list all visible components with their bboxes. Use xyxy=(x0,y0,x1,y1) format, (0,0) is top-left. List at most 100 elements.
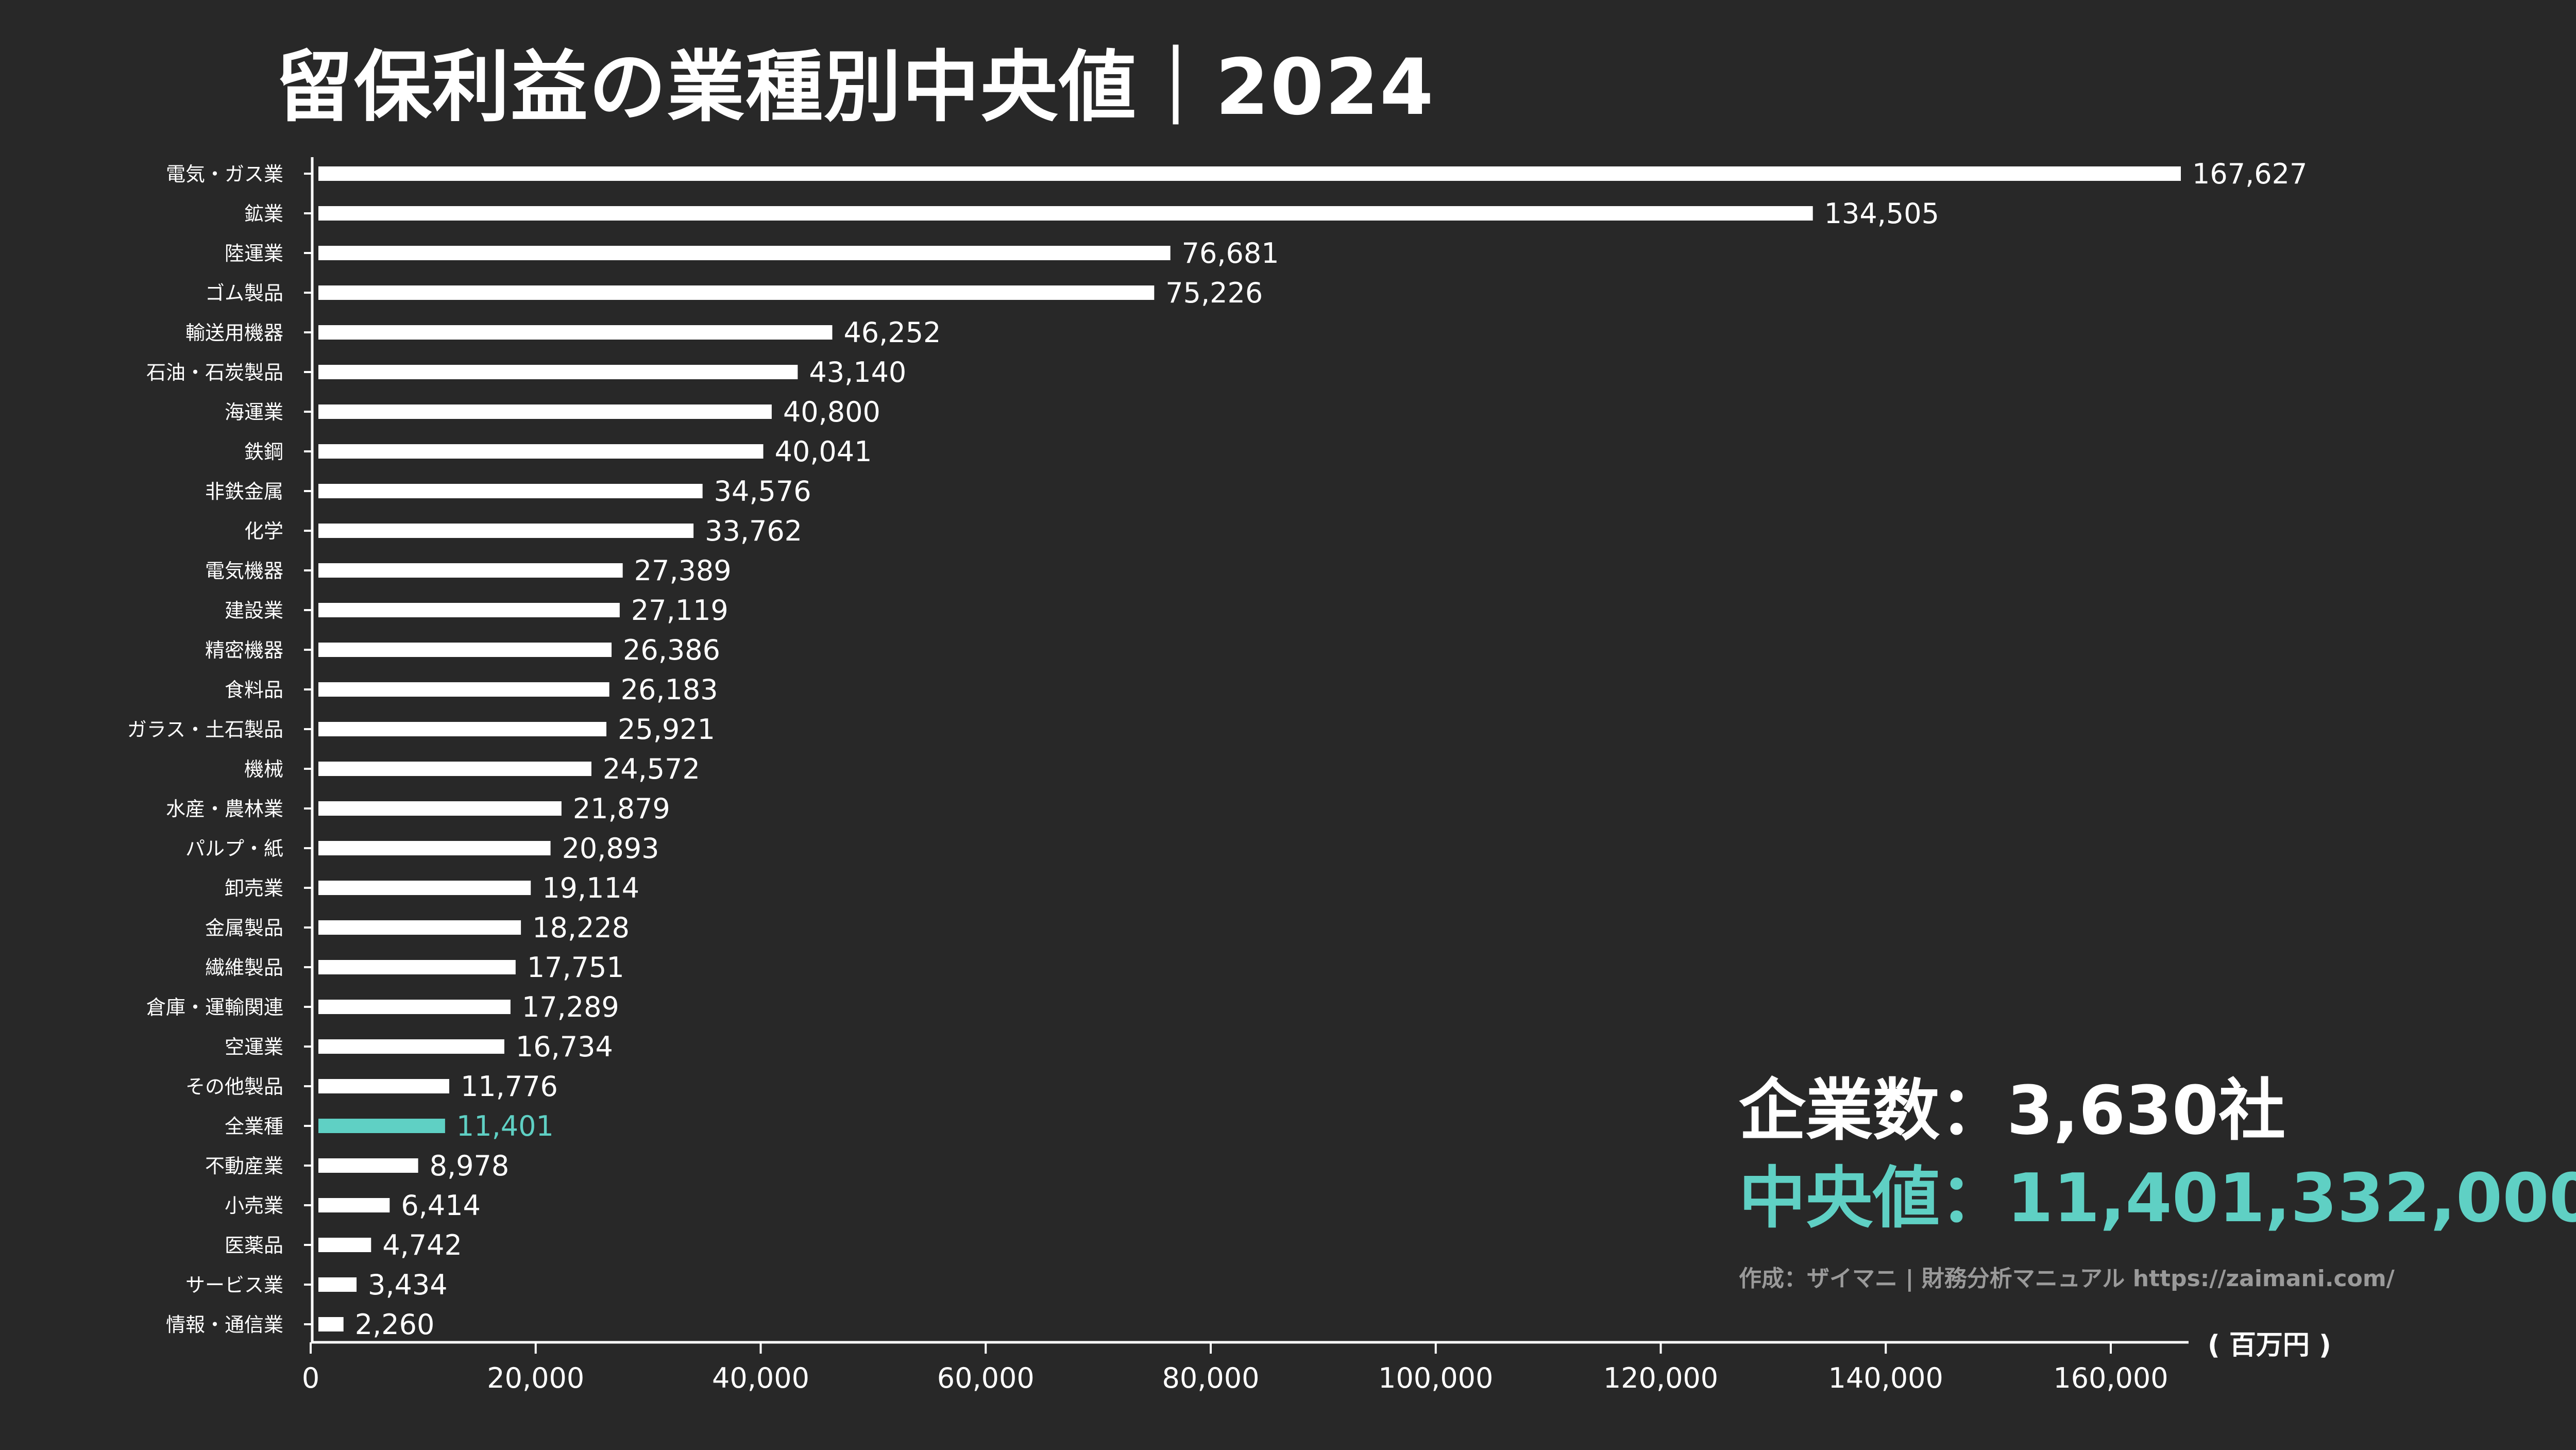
category-label: 不動産業 xyxy=(205,1155,283,1177)
bar xyxy=(318,1198,390,1212)
category-label: ゴム製品 xyxy=(205,282,283,305)
value-label: 25,921 xyxy=(618,713,715,746)
value-label: 4,742 xyxy=(382,1229,462,1261)
bar xyxy=(318,404,772,419)
value-label: 34,576 xyxy=(714,475,811,508)
category-label: その他製品 xyxy=(185,1075,283,1098)
value-label: 18,228 xyxy=(532,912,630,944)
company-count-text: 企業数：3,630社 xyxy=(1739,1071,2286,1150)
value-label: 19,114 xyxy=(542,872,639,904)
x-tick-label: 160,000 xyxy=(2053,1362,2168,1394)
value-label: 3,434 xyxy=(368,1269,448,1301)
bar xyxy=(318,762,591,776)
x-tick-label: 0 xyxy=(302,1362,319,1394)
category-label: 陸運業 xyxy=(225,242,283,265)
value-label: 17,289 xyxy=(522,991,619,1023)
value-label: 17,751 xyxy=(527,951,624,984)
bar xyxy=(318,722,607,736)
bar xyxy=(318,285,1155,300)
category-label: 卸売業 xyxy=(225,877,283,900)
category-label: 小売業 xyxy=(225,1194,283,1217)
value-label: 40,800 xyxy=(783,396,880,428)
chart-title: 留保利益の業種別中央値｜2024 xyxy=(276,43,1435,132)
value-label: 20,893 xyxy=(562,832,659,865)
x-tick-label: 100,000 xyxy=(1378,1362,1493,1394)
value-label: 46,252 xyxy=(843,316,941,349)
category-label: 非鉄金属 xyxy=(205,480,283,503)
bar xyxy=(318,246,1171,260)
bar xyxy=(318,1277,357,1292)
bar xyxy=(318,801,562,816)
category-label: 鉱業 xyxy=(244,203,283,225)
bar xyxy=(318,444,764,459)
value-label: 26,183 xyxy=(621,673,718,706)
category-label: 水産・農林業 xyxy=(166,798,283,820)
category-label: 全業種 xyxy=(225,1115,283,1138)
bar xyxy=(318,1039,504,1054)
value-label: 167,627 xyxy=(2192,158,2307,190)
x-tick-label: 60,000 xyxy=(937,1362,1035,1394)
info-panel: 企業数：3,630社 中央値：11,401,332,000円 作成：ザイマニ |… xyxy=(1739,1077,2576,1293)
median-text: 中央値：11,401,332,000円 xyxy=(1739,1159,2576,1237)
bar xyxy=(318,1317,344,1331)
category-label: 電気機器 xyxy=(205,560,283,582)
bar xyxy=(318,365,798,379)
x-tick-label: 20,000 xyxy=(487,1362,584,1394)
bar xyxy=(318,682,609,697)
category-label: 建設業 xyxy=(225,599,283,622)
value-label: 33,762 xyxy=(705,515,802,547)
bars-layer: 電気・ガス業 167,627 鉱業 134,505 陸運業 76,681 ゴム製品 75,22… xyxy=(127,158,2308,1341)
bar xyxy=(318,960,516,974)
category-label: 海運業 xyxy=(225,401,283,424)
category-label: ガラス・土石製品 xyxy=(127,718,283,741)
value-label: 2,260 xyxy=(355,1308,435,1341)
category-label: 機械 xyxy=(244,758,283,781)
bar xyxy=(318,325,833,340)
x-tick-label: 80,000 xyxy=(1162,1362,1260,1394)
x-tick-label: 40,000 xyxy=(712,1362,809,1394)
value-label: 27,119 xyxy=(631,594,728,627)
value-label: 8,978 xyxy=(430,1150,510,1182)
bar xyxy=(318,841,551,855)
value-label: 21,879 xyxy=(573,793,670,825)
x-tick-label: 120,000 xyxy=(1603,1362,1718,1394)
category-label: サービス業 xyxy=(185,1274,283,1296)
bar xyxy=(318,1158,418,1173)
value-label: 27,389 xyxy=(634,554,732,587)
bar xyxy=(318,1079,449,1093)
value-label: 75,226 xyxy=(1165,277,1263,309)
category-label: 輸送用機器 xyxy=(185,322,283,344)
value-label: 6,414 xyxy=(401,1189,481,1222)
axes-layer: 0 20,000 40,000 60,000 80,000 100,000 120,000 1… xyxy=(302,157,2189,1394)
x-tick-label: 140,000 xyxy=(1828,1362,1943,1394)
bar-highlight xyxy=(318,1119,445,1133)
bar xyxy=(318,563,623,578)
category-label: 精密機器 xyxy=(205,639,283,662)
category-label: 医薬品 xyxy=(225,1234,283,1257)
value-label: 40,041 xyxy=(775,435,872,468)
bar xyxy=(318,881,531,895)
value-label: 24,572 xyxy=(603,753,700,785)
value-label: 76,681 xyxy=(1182,237,1279,269)
value-label: 43,140 xyxy=(809,356,906,389)
category-label: 電気・ガス業 xyxy=(166,163,283,186)
category-label: 繊維製品 xyxy=(205,956,283,979)
credit-text: 作成：ザイマニ | 財務分析マニュアル https://zaimani.com/ xyxy=(1739,1266,2395,1292)
value-label: 11,776 xyxy=(461,1070,558,1103)
bar xyxy=(318,206,1813,221)
category-label: 石油・石炭製品 xyxy=(146,361,283,384)
bar xyxy=(318,603,620,617)
category-label: 化学 xyxy=(244,520,283,543)
bar xyxy=(318,643,612,657)
value-label: 26,386 xyxy=(623,634,720,666)
category-label: 倉庫・運輸関連 xyxy=(146,996,283,1019)
bar xyxy=(318,484,703,498)
value-label: 16,734 xyxy=(516,1031,613,1063)
value-label: 11,401 xyxy=(456,1110,554,1142)
category-label: 金属製品 xyxy=(205,917,283,939)
category-label: 食料品 xyxy=(225,679,283,701)
bar xyxy=(318,524,694,538)
bar xyxy=(318,920,521,935)
bar xyxy=(318,166,2181,181)
